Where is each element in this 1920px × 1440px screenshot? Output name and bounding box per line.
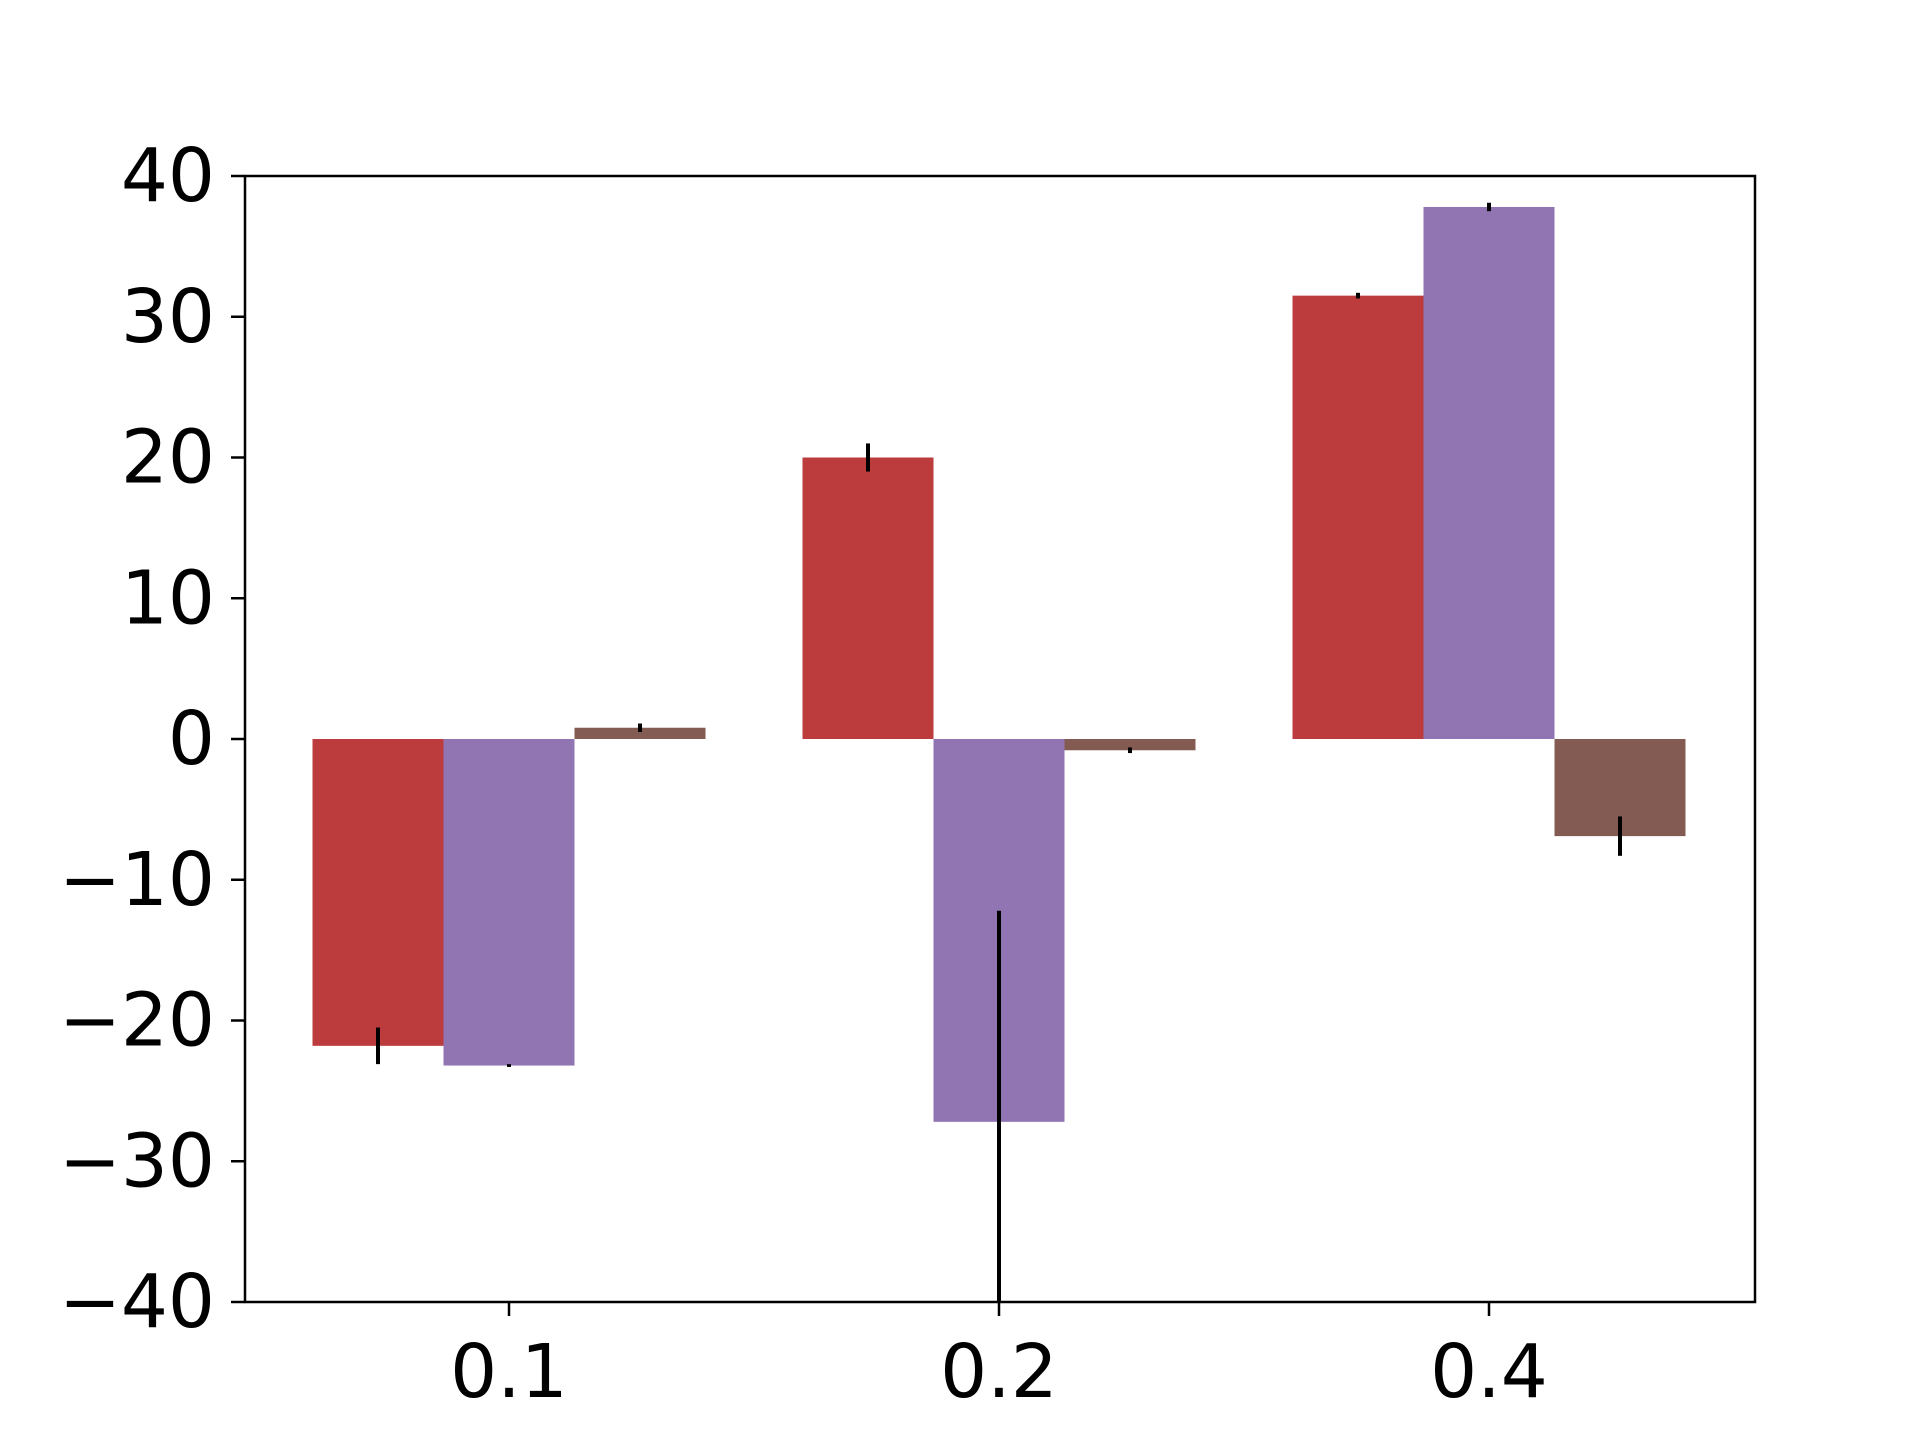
y-tick-label: 20 [121,415,215,501]
bar [1292,295,1424,739]
x-axis: 0.1 0.2 0.4 [450,1302,1548,1415]
y-tick-label: −40 [59,1259,215,1345]
bar [802,457,934,739]
y-tick-label: 40 [121,133,215,219]
bar [574,727,706,739]
y-tick-label: −30 [59,1118,215,1204]
y-tick-label: 10 [121,555,215,641]
bar [1423,206,1555,740]
y-axis: 40 30 20 10 0 −10 −20 −30 −40 [59,133,245,1345]
x-tick-label: 0.4 [1430,1329,1548,1415]
error-bars-layer [376,202,1622,1302]
y-tick-label: −20 [59,978,215,1064]
bar [1064,739,1196,751]
y-tick-label: −10 [59,837,215,923]
bar [312,739,444,1046]
y-tick-label: 0 [168,696,215,782]
y-tick-label: 30 [121,274,215,360]
x-tick-label: 0.2 [940,1329,1058,1415]
x-tick-label: 0.1 [450,1329,568,1415]
bar [443,739,575,1066]
